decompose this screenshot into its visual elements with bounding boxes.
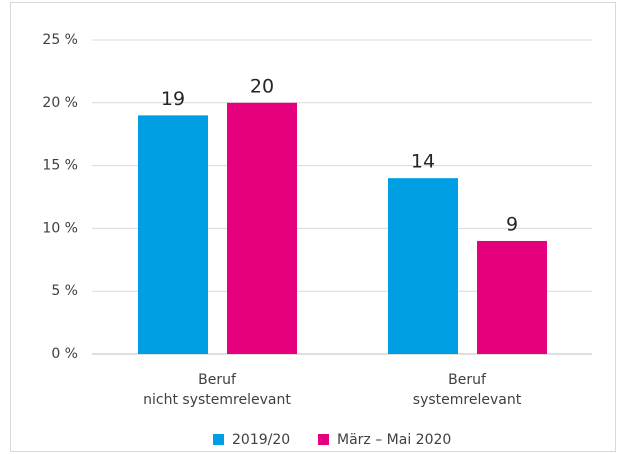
chart-border (10, 2, 616, 452)
bar (227, 102, 297, 354)
x-tick-label: Beruf systemrelevant (413, 372, 522, 408)
y-tick-label: 20 % (42, 95, 78, 111)
bar (138, 115, 208, 354)
y-tick-label: 10 % (42, 220, 78, 236)
legend-swatch (213, 434, 224, 445)
y-tick-label: 25 % (42, 32, 78, 48)
y-tick-label: 5 % (51, 283, 78, 299)
data-label: 9 (506, 213, 518, 235)
bar (477, 240, 547, 354)
y-tick-label: 0 % (51, 346, 78, 362)
x-tick-label: Beruf nicht systemrelevant (143, 372, 291, 408)
data-label: 20 (250, 75, 274, 97)
data-label: 14 (411, 151, 435, 173)
legend-label: März – Mai 2020 (337, 432, 451, 448)
data-label: 19 (161, 88, 185, 110)
legend-label: 2019/20 (232, 432, 290, 448)
legend-swatch (318, 434, 329, 445)
bar (388, 178, 458, 354)
y-tick-label: 15 % (42, 158, 78, 174)
